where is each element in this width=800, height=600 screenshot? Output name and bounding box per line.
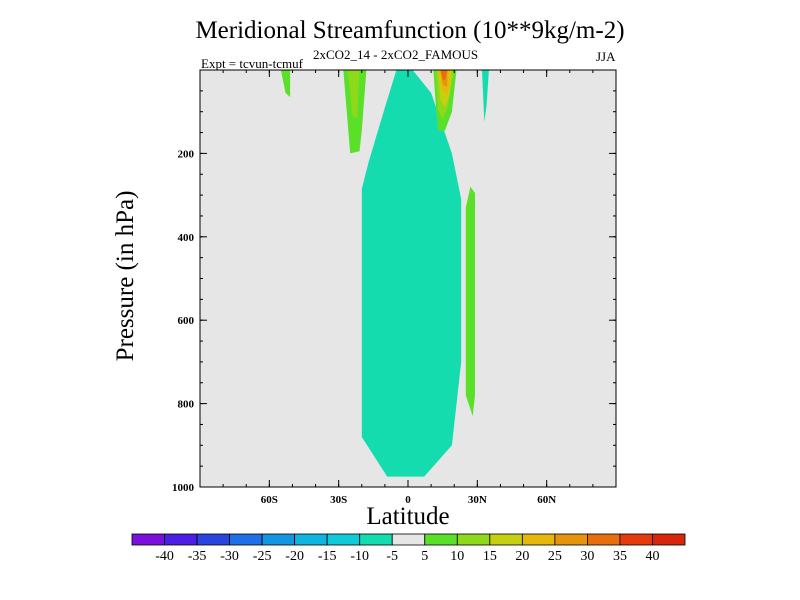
colorbar-box — [521, 533, 556, 546]
colorbar-label: 25 — [548, 549, 562, 564]
colorbar-label: 35 — [613, 549, 627, 564]
colorbar-box — [131, 533, 165, 546]
colorbar-label: -30 — [220, 549, 239, 564]
y-tick-label: 1000 — [172, 482, 195, 494]
colorbar-box — [359, 533, 393, 546]
colorbar-label: 5 — [421, 549, 428, 564]
season-label: JJA — [596, 49, 616, 64]
colorbar-box — [294, 533, 328, 546]
y-tick-label: 400 — [178, 232, 195, 244]
colorbar-box — [164, 533, 198, 546]
colorbar-box — [326, 533, 361, 546]
colorbar-label: -25 — [253, 549, 272, 564]
colorbar-box — [619, 533, 653, 546]
contour-region-11 — [465, 186, 475, 417]
y-tick-label: 600 — [178, 315, 195, 327]
colorbar-label: -35 — [188, 549, 207, 564]
y-tick-label: 800 — [178, 399, 195, 411]
colorbar-box — [229, 533, 263, 546]
colorbar-box — [456, 533, 491, 546]
experiment-label: Expt = tcvun-tcmuf — [201, 56, 303, 71]
contour-region-13 — [347, 70, 360, 118]
chart-title: Meridional Streamfunction (10**9kg/m-2) — [195, 17, 625, 44]
colorbar-box — [424, 533, 458, 546]
colorbar-box — [489, 533, 523, 546]
colorbar-label: -40 — [155, 549, 174, 564]
colorbar-box — [196, 533, 230, 546]
colorbar-label: 40 — [645, 549, 659, 564]
contour-fill-group — [280, 70, 489, 477]
chart-subtitle: 2xCO2_14 - 2xCO2_FAMOUS — [313, 47, 479, 62]
colorbar-label: 10 — [450, 549, 464, 564]
x-tick-label: 60N — [537, 494, 556, 506]
colorbar-label: -10 — [350, 549, 369, 564]
colorbar-label: -15 — [318, 549, 337, 564]
colorbar-box — [652, 533, 686, 546]
colorbar-label: -5 — [386, 549, 398, 564]
x-tick-label: 0 — [405, 494, 411, 506]
colorbar-box — [391, 533, 426, 546]
colorbar-box — [261, 533, 296, 546]
colorbar-label: 20 — [515, 549, 529, 564]
x-axis-label: Latitude — [366, 503, 450, 530]
colorbar-label: 15 — [483, 549, 497, 564]
colorbar-label: -20 — [285, 549, 304, 564]
y-tick-label: 200 — [178, 148, 195, 160]
contour-region-7 — [361, 70, 462, 477]
x-tick-label: 30S — [330, 494, 347, 506]
y-axis-label: Pressure (in hPa) — [112, 190, 139, 362]
colorbar-label: 30 — [580, 549, 594, 564]
contour-region-12 — [482, 70, 489, 123]
contour-region-9 — [280, 70, 291, 98]
colorbar-box — [587, 533, 621, 546]
x-tick-label: 30N — [468, 494, 487, 506]
colorbar-box — [554, 533, 588, 546]
contour-region-18 — [440, 70, 448, 81]
x-tick-label: 60S — [261, 494, 278, 506]
